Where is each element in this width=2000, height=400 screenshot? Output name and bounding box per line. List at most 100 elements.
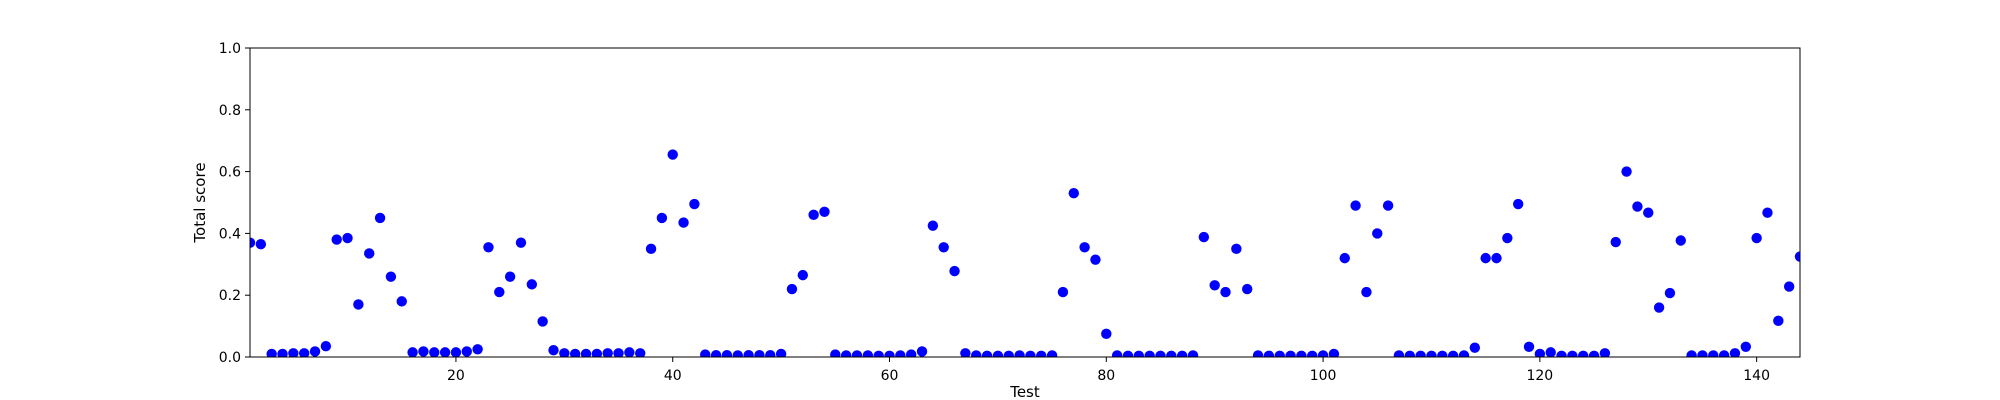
data-point [1447, 350, 1459, 357]
data-point [1155, 350, 1166, 357]
data-point [1328, 348, 1340, 357]
data-point [1144, 350, 1155, 357]
data-point [754, 349, 765, 357]
data-point [1025, 350, 1036, 357]
data-point [1686, 350, 1697, 357]
data-point [1675, 235, 1686, 246]
data-point [1762, 207, 1773, 218]
data-point [624, 347, 635, 357]
data-point [1740, 341, 1752, 353]
data-point [721, 349, 733, 357]
y-tick-label: 0.8 [219, 103, 241, 119]
data-point [775, 348, 787, 357]
x-tick-label: 100 [1310, 368, 1337, 384]
data-point [1523, 341, 1535, 353]
data-point [515, 237, 527, 248]
data-point [266, 348, 277, 357]
data-point [548, 345, 559, 356]
data-point [526, 279, 538, 290]
data-point [1274, 350, 1285, 357]
data-point [1209, 280, 1220, 291]
data-point [1751, 232, 1762, 244]
data-point [667, 149, 678, 160]
data-point [298, 348, 310, 357]
data-point [1176, 350, 1188, 357]
x-tick-label: 140 [1743, 368, 1770, 384]
data-point [1111, 350, 1123, 357]
data-point [1068, 188, 1079, 199]
data-point [309, 346, 321, 357]
data-point [1252, 350, 1264, 357]
data-point [1610, 236, 1621, 248]
data-point [1588, 350, 1600, 357]
data-point [971, 350, 982, 357]
data-point [1783, 281, 1795, 292]
data-point [765, 349, 776, 357]
data-point [320, 340, 332, 352]
data-point [1122, 350, 1134, 357]
data-point [1794, 251, 1800, 262]
data-point [429, 347, 440, 357]
data-point [656, 212, 668, 224]
y-axis-title: Total score [191, 162, 209, 243]
data-point [1534, 348, 1546, 357]
data-point [1458, 350, 1470, 357]
data-point [385, 271, 397, 282]
data-point [1382, 200, 1394, 211]
data-point [418, 346, 429, 357]
x-tick-label: 80 [1097, 368, 1115, 384]
data-point [938, 242, 949, 253]
data-point [1003, 350, 1014, 357]
data-point [905, 349, 917, 357]
data-point [1220, 286, 1231, 298]
data-point [1469, 342, 1481, 353]
data-point [1285, 350, 1296, 357]
data-point [461, 346, 472, 357]
data-point [797, 269, 808, 281]
data-point [873, 350, 884, 357]
data-point [1339, 252, 1350, 264]
data-point [1664, 287, 1676, 299]
data-point [569, 348, 581, 357]
data-point [1708, 350, 1719, 357]
data-point [580, 348, 592, 357]
tick-layer: 20 40 60 80 100 120 140 0.0 0.2 0.4 0.6 0.8 1.0 [219, 41, 1770, 384]
data-point [830, 349, 841, 357]
data-point [884, 350, 895, 357]
data-point [895, 350, 906, 357]
data-point [1057, 286, 1069, 298]
data-point [949, 265, 960, 277]
data-point [1502, 232, 1513, 244]
data-points [250, 149, 1800, 357]
data-point [1090, 254, 1101, 265]
data-point [916, 346, 928, 357]
data-point [439, 347, 451, 357]
data-point [1653, 302, 1665, 313]
data-point [288, 348, 299, 357]
data-point [710, 349, 722, 357]
data-point [1350, 200, 1361, 211]
data-point [1632, 201, 1643, 212]
data-point [1556, 350, 1567, 357]
data-point [1578, 350, 1589, 357]
data-point [450, 347, 462, 357]
data-point [504, 271, 516, 282]
data-point [1773, 315, 1784, 327]
data-point [732, 350, 743, 357]
data-point [1404, 350, 1415, 357]
data-point [862, 350, 874, 357]
data-point [700, 349, 711, 357]
data-point [483, 242, 494, 253]
data-point [1480, 252, 1491, 264]
data-point [331, 234, 342, 245]
data-point [277, 348, 288, 357]
data-point [645, 243, 657, 255]
data-point [981, 350, 993, 357]
data-point [1545, 347, 1556, 357]
data-point [591, 348, 603, 357]
data-point [374, 212, 386, 224]
data-point [1046, 350, 1058, 357]
x-tick-label: 40 [664, 368, 682, 384]
data-point [1166, 350, 1177, 357]
data-point [613, 348, 624, 357]
